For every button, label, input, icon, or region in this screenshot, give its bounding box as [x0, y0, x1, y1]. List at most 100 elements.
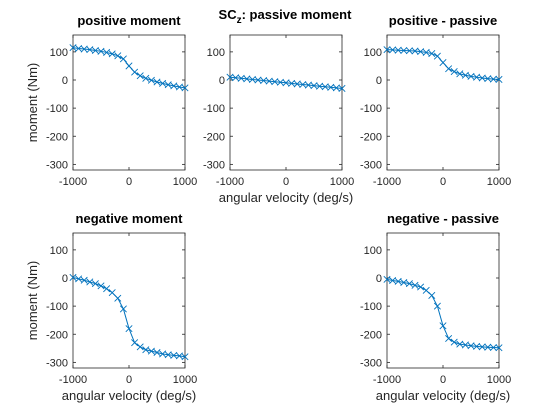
x-tick-label: 0	[126, 374, 132, 386]
data-point-marker	[456, 70, 464, 78]
suptitle-subscript: z	[237, 15, 242, 26]
data-point-marker	[417, 48, 425, 56]
data-point-marker	[484, 343, 492, 351]
x-tick-label: -1000	[373, 374, 401, 386]
y-tick-label: -200	[360, 131, 382, 143]
data-point-marker	[147, 347, 155, 355]
x-tick-label: -1000	[373, 176, 401, 188]
x-tick-label: 1000	[173, 176, 197, 188]
data-point-marker	[456, 340, 464, 348]
axes-box	[72, 34, 186, 171]
data-point-marker	[75, 44, 83, 53]
data-point-marker	[80, 45, 88, 53]
data-point-marker	[316, 82, 324, 90]
data-point-marker	[91, 46, 99, 54]
y-tick-label: -300	[360, 357, 382, 369]
data-point-marker	[159, 350, 167, 358]
y-tick-label: 100	[364, 245, 382, 257]
y-tick-label: 0	[62, 273, 68, 285]
data-point-marker	[175, 352, 183, 360]
y-tick-label: 100	[364, 47, 382, 59]
figure-suptitle: SCz: passive moment	[219, 7, 353, 26]
y-tick-label: -200	[203, 131, 225, 143]
data-point-marker	[332, 84, 340, 92]
data-point-marker	[450, 68, 458, 76]
data-point-marker	[310, 82, 318, 90]
x-tick-label: 1000	[173, 374, 197, 386]
data-point-marker	[131, 68, 139, 76]
data-point-marker	[260, 77, 268, 85]
data-point-marker	[282, 79, 290, 87]
y-tick-label: 0	[219, 75, 225, 87]
data-point-marker	[136, 72, 144, 80]
data-point-marker	[484, 75, 492, 83]
x-tick-label: 1000	[487, 176, 511, 188]
data-point-marker	[467, 342, 475, 350]
data-point-marker	[445, 334, 453, 342]
data-point-marker	[164, 351, 172, 359]
data-point-marker	[433, 302, 441, 310]
data-point-marker	[389, 46, 397, 54]
data-point-marker	[226, 73, 234, 81]
axes-box	[72, 232, 186, 369]
series-markers	[69, 273, 189, 361]
data-point-marker	[338, 84, 346, 92]
data-point-marker	[97, 282, 105, 290]
x-tick-label: 0	[440, 176, 446, 188]
data-point-marker	[394, 46, 402, 54]
data-point-marker	[75, 275, 83, 283]
subplot-title: positive - passive	[389, 13, 497, 28]
data-point-marker	[450, 338, 458, 346]
data-point-marker	[142, 346, 150, 354]
data-point-marker	[69, 273, 77, 281]
x-tick-label: 1000	[330, 176, 354, 188]
x-tick-label: 0	[126, 176, 132, 188]
subplot-title: negative - passive	[387, 211, 499, 226]
data-point-marker	[103, 48, 111, 56]
data-point-marker	[473, 342, 481, 350]
y-tick-label: -100	[46, 103, 68, 115]
data-point-marker	[136, 343, 144, 351]
data-point-marker	[467, 72, 475, 80]
data-point-marker	[159, 79, 167, 87]
data-point-marker	[271, 78, 279, 86]
data-point-marker	[114, 52, 122, 60]
data-point-marker	[103, 285, 111, 293]
x-tick-label: -1000	[59, 176, 87, 188]
data-point-marker	[254, 76, 262, 84]
data-point-marker	[86, 278, 94, 286]
y-tick-label: -200	[360, 329, 382, 341]
data-point-marker	[91, 280, 99, 288]
data-point-marker	[478, 343, 486, 351]
data-point-marker	[170, 82, 178, 90]
data-point-marker	[489, 75, 497, 83]
y-axis-label: moment (Nm)	[25, 63, 40, 142]
x-tick-label: -1000	[216, 176, 244, 188]
data-point-marker	[405, 47, 413, 55]
y-tick-label: -300	[203, 159, 225, 171]
data-point-marker	[97, 47, 105, 55]
data-point-marker	[175, 83, 183, 91]
data-point-marker	[400, 46, 408, 54]
data-point-marker	[86, 46, 94, 54]
y-tick-label: -100	[203, 103, 225, 115]
series-markers	[383, 46, 503, 83]
x-tick-label: -1000	[59, 374, 87, 386]
axes-box	[386, 34, 500, 171]
y-tick-label: 100	[207, 47, 225, 59]
data-point-marker	[321, 83, 329, 91]
x-axis-label: angular velocity (deg/s)	[376, 388, 510, 403]
data-point-marker	[304, 81, 312, 89]
data-point-marker	[439, 322, 447, 330]
data-point-marker	[293, 80, 301, 88]
y-tick-label: -300	[360, 159, 382, 171]
data-point-marker	[243, 75, 251, 83]
series-markers	[226, 73, 346, 92]
data-point-marker	[181, 84, 189, 92]
y-tick-label: -300	[46, 357, 68, 369]
